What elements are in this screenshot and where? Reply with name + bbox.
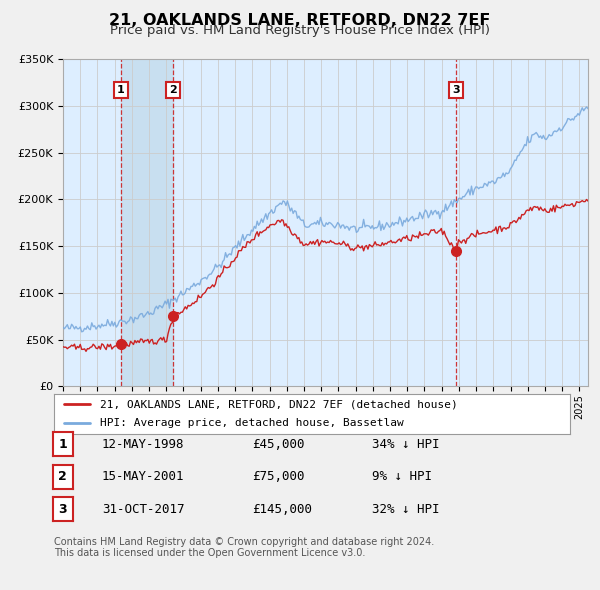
Text: HPI: Average price, detached house, Bassetlaw: HPI: Average price, detached house, Bass…: [100, 418, 404, 428]
Text: 21, OAKLANDS LANE, RETFORD, DN22 7EF (detached house): 21, OAKLANDS LANE, RETFORD, DN22 7EF (de…: [100, 399, 458, 409]
Text: 31-OCT-2017: 31-OCT-2017: [102, 503, 185, 516]
Text: £145,000: £145,000: [252, 503, 312, 516]
Text: £45,000: £45,000: [252, 438, 305, 451]
Text: 32% ↓ HPI: 32% ↓ HPI: [372, 503, 439, 516]
Text: £75,000: £75,000: [252, 470, 305, 483]
Text: 21, OAKLANDS LANE, RETFORD, DN22 7EF: 21, OAKLANDS LANE, RETFORD, DN22 7EF: [109, 12, 491, 28]
Text: 2: 2: [169, 85, 176, 95]
Bar: [121, 59, 173, 386]
Text: Price paid vs. HM Land Registry's House Price Index (HPI): Price paid vs. HM Land Registry's House …: [110, 24, 490, 37]
Text: 9% ↓ HPI: 9% ↓ HPI: [372, 470, 432, 483]
Text: Contains HM Land Registry data © Crown copyright and database right 2024.: Contains HM Land Registry data © Crown c…: [54, 537, 434, 546]
Text: 1: 1: [58, 438, 67, 451]
Text: 1: 1: [117, 85, 125, 95]
Text: 34% ↓ HPI: 34% ↓ HPI: [372, 438, 439, 451]
Text: 2: 2: [58, 470, 67, 483]
Text: 12-MAY-1998: 12-MAY-1998: [102, 438, 185, 451]
Text: 15-MAY-2001: 15-MAY-2001: [102, 470, 185, 483]
Text: 3: 3: [58, 503, 67, 516]
Text: This data is licensed under the Open Government Licence v3.0.: This data is licensed under the Open Gov…: [54, 548, 365, 558]
Bar: [63, 59, 588, 386]
Text: 3: 3: [452, 85, 460, 95]
